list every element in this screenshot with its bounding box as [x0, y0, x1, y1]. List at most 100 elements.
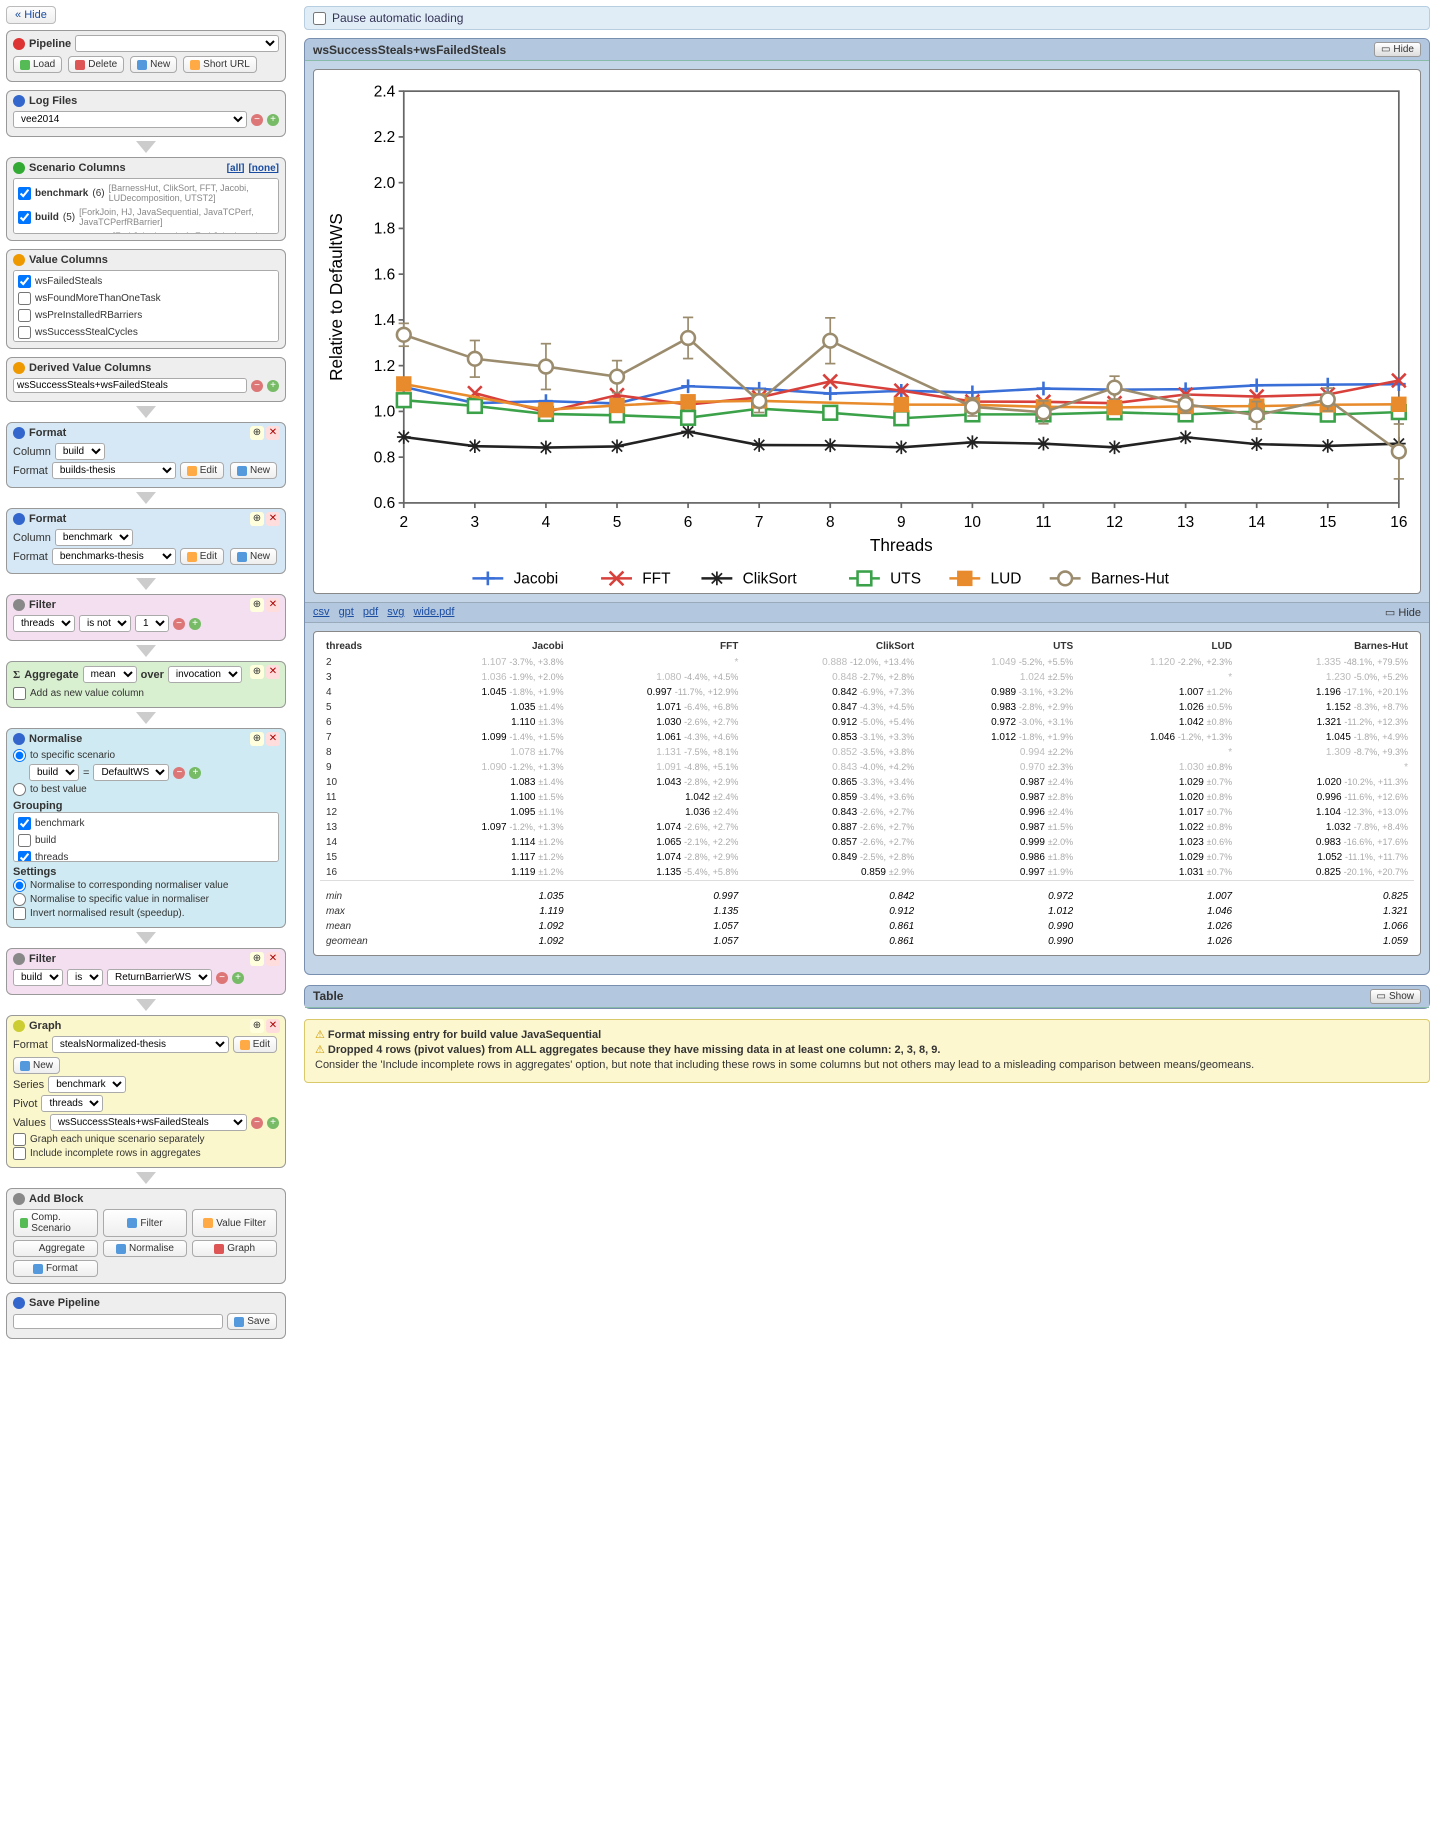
save-button[interactable]: Save	[227, 1313, 277, 1330]
filter2-panel: ⊕✕ Filter build is ReturnBarrierWS −+	[6, 948, 286, 995]
log-remove[interactable]: −	[251, 114, 263, 126]
log-icon	[13, 95, 25, 107]
export-pdf[interactable]: pdf	[363, 606, 378, 618]
filter1-val[interactable]: 1	[135, 615, 169, 632]
svg-text:1.2: 1.2	[374, 358, 395, 375]
svg-text:14: 14	[1248, 514, 1266, 531]
svg-text:5: 5	[613, 514, 622, 531]
del-icon[interactable]: ✕	[266, 426, 280, 440]
table-show[interactable]: ▭ Show	[1370, 989, 1421, 1004]
derived-remove[interactable]: −	[251, 380, 263, 392]
agg-fn[interactable]: mean	[83, 666, 137, 683]
chart-hide[interactable]: ▭ Hide	[1374, 42, 1421, 57]
load-button[interactable]: Load	[13, 56, 62, 73]
svg-text:10: 10	[964, 514, 981, 531]
svg-text:LUD: LUD	[991, 571, 1022, 588]
addblock-panel: Add Block Comp. ScenarioFilterValue Filt…	[6, 1188, 286, 1284]
svg-text:0.8: 0.8	[374, 449, 395, 466]
norm-grouping[interactable]: benchmark build threads	[13, 812, 279, 862]
scenario-none[interactable]: [none]	[248, 163, 279, 174]
norm-col[interactable]: build	[29, 764, 79, 781]
delete-button[interactable]: Delete	[68, 56, 124, 73]
norm-best[interactable]	[13, 783, 26, 796]
export-wide[interactable]: wide.pdf	[413, 606, 454, 618]
svg-text:UTS: UTS	[890, 571, 921, 588]
addblock-valuefilter[interactable]: Value Filter	[192, 1209, 277, 1237]
chart-title: wsSuccessSteals+wsFailedSteals	[313, 43, 506, 57]
warning-box: Format missing entry for build value Jav…	[304, 1019, 1430, 1083]
pencil-icon	[13, 362, 25, 374]
format1-fmt[interactable]: builds-thesis	[52, 462, 176, 479]
scenario-panel: Scenario Columns [all][none] benchmark (…	[6, 157, 286, 241]
agg-over[interactable]: invocation	[168, 666, 242, 683]
scenario-list[interactable]: benchmark (6) [BarnessHut, ClikSort, FFT…	[13, 178, 279, 234]
filter1-panel: ⊕✕ Filter threads is not 1 −+	[6, 594, 286, 641]
format1-col[interactable]: build	[55, 443, 105, 460]
hide-sidebar-button[interactable]: Hide	[6, 6, 56, 24]
valuecols-list[interactable]: wsFailedSteals wsFoundMoreThanOneTask ws…	[13, 270, 279, 342]
pipeline-title: Pipeline	[29, 38, 71, 50]
agg-add[interactable]	[13, 687, 26, 700]
derived-input[interactable]	[13, 378, 247, 393]
logfiles-panel: Log Files vee2014 −+	[6, 90, 286, 137]
addblock-normalise[interactable]: Normalise	[103, 1240, 188, 1257]
graph-panel: ⊕✕ Graph FormatstealsNormalized-thesis E…	[6, 1015, 286, 1168]
normalise-panel: ⊕✕ Normalise to specific scenario build …	[6, 728, 286, 928]
addblock-format[interactable]: Format	[13, 1260, 98, 1277]
svg-text:2: 2	[399, 514, 408, 531]
table-hide[interactable]: ▭ Hide	[1385, 606, 1421, 619]
svg-text:16: 16	[1390, 514, 1407, 531]
norm-specific[interactable]	[13, 749, 26, 762]
logfile-select[interactable]: vee2014	[13, 111, 247, 128]
svg-text:13: 13	[1177, 514, 1194, 531]
format1-edit[interactable]: Edit	[180, 462, 224, 479]
svg-text:FFT: FFT	[642, 571, 671, 588]
data-table: threadsJacobiFFTClikSortUTSLUDBarnes-Hut…	[313, 631, 1421, 956]
pipeline-select[interactable]	[75, 35, 279, 52]
shorturl-button[interactable]: Short URL	[183, 56, 257, 73]
svg-text:12: 12	[1106, 514, 1123, 531]
format1-panel: ⊕✕ Format Columnbuild Formatbuilds-thesi…	[6, 422, 286, 488]
new-button[interactable]: New	[130, 56, 177, 73]
svg-text:Threads: Threads	[870, 535, 933, 555]
svg-text:1.4: 1.4	[374, 312, 396, 329]
valuecols-panel: Value Columns wsFailedSteals wsFoundMore…	[6, 249, 286, 349]
topbar: Pause automatic loading	[304, 6, 1430, 30]
filter1-op[interactable]: is not	[79, 615, 131, 632]
export-csv[interactable]: csv	[313, 606, 330, 618]
svg-text:1.0: 1.0	[374, 404, 395, 421]
svg-text:0.6: 0.6	[374, 495, 395, 512]
log-add[interactable]: +	[267, 114, 279, 126]
scenario-all[interactable]: [all]	[227, 163, 245, 174]
format1-new[interactable]: New	[230, 462, 277, 479]
addblock-aggregate[interactable]: Aggregate	[13, 1240, 98, 1257]
export-svg[interactable]: svg	[387, 606, 404, 618]
save-input[interactable]	[13, 1314, 223, 1329]
filter1-col[interactable]: threads	[13, 615, 75, 632]
format2-fmt[interactable]: benchmarks-thesis	[52, 548, 176, 565]
svg-text:3: 3	[471, 514, 480, 531]
svg-text:9: 9	[897, 514, 906, 531]
svg-text:7: 7	[755, 514, 764, 531]
format2-col[interactable]: benchmark	[55, 529, 133, 546]
scenario-icon	[13, 162, 25, 174]
addblock-compscenario[interactable]: Comp. Scenario	[13, 1209, 98, 1237]
pause-checkbox[interactable]	[313, 12, 326, 25]
export-bar: csv gpt pdf svg wide.pdf ▭ Hide	[305, 602, 1429, 623]
svg-text:ClikSort: ClikSort	[743, 571, 798, 588]
dup-icon[interactable]: ⊕	[250, 426, 264, 440]
svg-text:6: 6	[684, 514, 693, 531]
export-gpt[interactable]: gpt	[339, 606, 354, 618]
addblock-graph[interactable]: Graph	[192, 1240, 277, 1257]
chart-svg: 0.60.81.01.21.41.61.82.02.22.42345678910…	[318, 74, 1416, 589]
svg-text:2.2: 2.2	[374, 129, 395, 146]
addblock-filter[interactable]: Filter	[103, 1209, 188, 1237]
svg-text:2.4: 2.4	[374, 83, 396, 100]
pipeline-panel: Pipeline Load Delete New Short URL	[6, 30, 286, 82]
norm-val[interactable]: DefaultWS	[93, 764, 169, 781]
svg-text:Relative to DefaultWS: Relative to DefaultWS	[326, 213, 346, 381]
chart-box: 0.60.81.01.21.41.61.82.02.22.42345678910…	[313, 69, 1421, 594]
derived-add[interactable]: +	[267, 380, 279, 392]
save-panel: Save Pipeline Save	[6, 1292, 286, 1339]
svg-text:1.8: 1.8	[374, 221, 395, 238]
